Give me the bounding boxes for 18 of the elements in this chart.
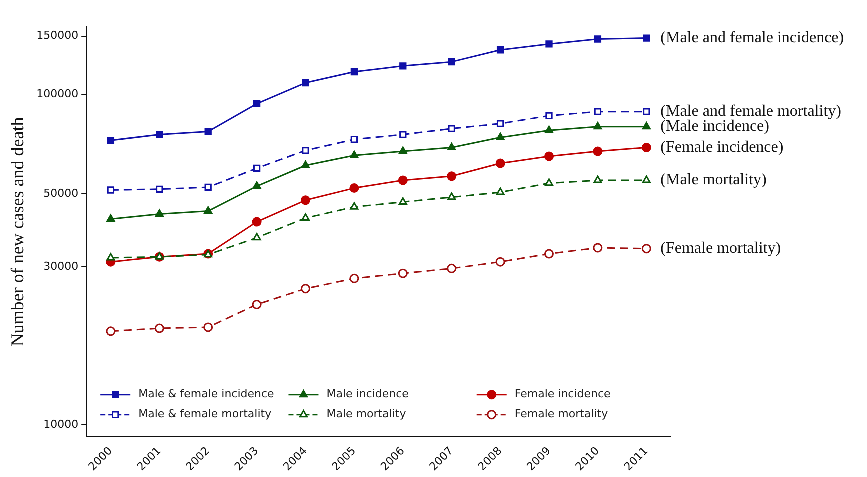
y-tick-label: 100000 — [36, 87, 79, 100]
legend-label: Male mortality — [326, 408, 407, 421]
annotation: (Female mortality) — [660, 240, 782, 258]
y-tick-label: 30000 — [44, 260, 79, 274]
y-tick-label: 10000 — [44, 418, 79, 431]
y-tick-label: 50000 — [44, 186, 79, 200]
legend-label: Male & female mortality — [138, 408, 272, 421]
annotation: (Female incidence) — [660, 138, 784, 156]
y-tick-label: 150000 — [36, 29, 79, 42]
legend-label: Female incidence — [514, 388, 612, 401]
annotation: (Male incidence) — [660, 118, 770, 136]
legend-label: Male incidence — [326, 388, 410, 401]
annotation: (Male and female mortality) — [660, 103, 842, 120]
annotation: (Male mortality) — [660, 172, 767, 189]
y-axis-title: Number of new cases and death — [8, 117, 28, 347]
legend-label: Male & female incidence — [138, 388, 275, 401]
legend-label: Female mortality — [514, 408, 609, 421]
annotation: (Male and female incidence) — [660, 29, 844, 46]
